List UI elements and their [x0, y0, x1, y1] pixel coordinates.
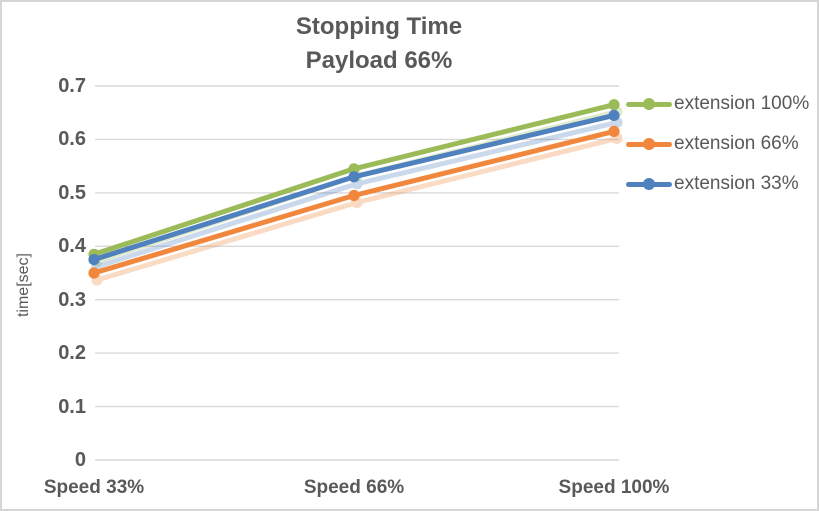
- data-point-marker: [608, 125, 620, 137]
- legend-item: extension 66%: [626, 124, 809, 164]
- x-axis-label: Speed 33%: [43, 477, 145, 498]
- y-tick-label: 0.3: [58, 288, 86, 311]
- legend-marker-icon: [626, 178, 672, 190]
- legend-item: extension 33%: [626, 164, 809, 204]
- data-point-marker: [348, 189, 360, 202]
- y-tick-label: 0.4: [58, 235, 86, 258]
- legend: extension 100% extension 66% extension 33%: [626, 84, 809, 204]
- legend-label: extension 66%: [674, 133, 799, 154]
- data-point-marker: [608, 99, 620, 111]
- data-point-marker: [348, 163, 360, 175]
- chart-title-line1: Stopping Time: [295, 13, 463, 40]
- legend-label: extension 33%: [674, 173, 799, 194]
- y-tick-label: 0.1: [58, 395, 86, 418]
- legend-marker-icon: [626, 138, 672, 150]
- legend-item: extension 100%: [626, 84, 809, 124]
- legend-label: extension 100%: [674, 93, 810, 114]
- series-line: [88, 125, 620, 279]
- data-point-marker: [88, 267, 100, 279]
- legend-marker-icon: [626, 98, 672, 110]
- y-tick-label: 0.5: [58, 181, 86, 204]
- y-tick-label: 0: [74, 449, 86, 471]
- data-point-marker: [608, 109, 620, 121]
- data-point-marker: [348, 171, 360, 183]
- x-axis-label: Speed 66%: [303, 477, 405, 498]
- x-axis-label: Speed 100%: [558, 477, 670, 498]
- data-point-marker: [88, 254, 100, 266]
- y-tick-label: 0.6: [58, 128, 86, 151]
- y-tick-label: 0.7: [58, 75, 86, 97]
- chart-title: Stopping Time Payload 66%: [129, 10, 629, 78]
- series-line: [88, 109, 620, 266]
- y-tick-label: 0.2: [58, 342, 86, 365]
- chart-title-line2: Payload 66%: [305, 47, 453, 74]
